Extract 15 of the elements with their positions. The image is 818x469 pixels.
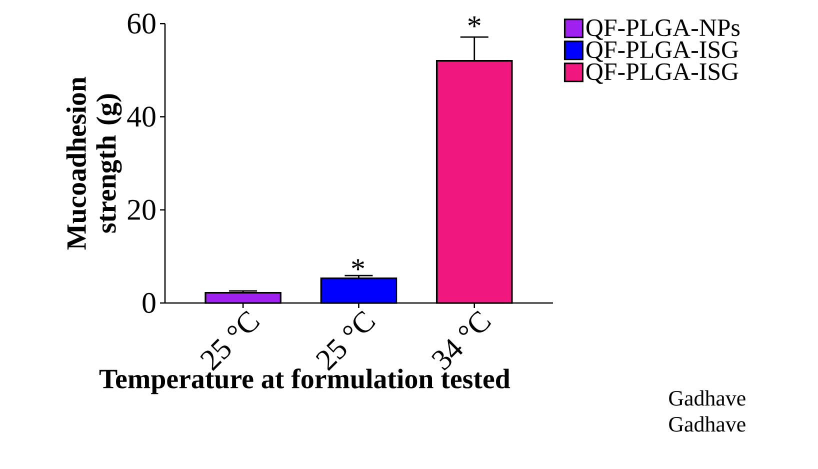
y-axis-title: Mucoadhesion strength (g) bbox=[66, 76, 122, 250]
x-axis-title: Temperature at formulation tested bbox=[99, 368, 510, 394]
text: Gadhave bbox=[669, 416, 746, 432]
annotation: * bbox=[468, 16, 480, 28]
legend-label: QF-PLGA-ISG bbox=[586, 63, 738, 84]
text: Gadhave bbox=[669, 390, 746, 406]
annotation: * bbox=[352, 259, 364, 270]
x-tick-label: 34 °C bbox=[432, 310, 492, 370]
y-tick-label: 0 bbox=[142, 292, 156, 314]
legend-label: QF-PLGA-ISG bbox=[586, 41, 738, 62]
y-tick-label: 20 bbox=[128, 200, 156, 220]
legend-label: QF-PLGA-NPs bbox=[586, 19, 740, 40]
y-tick-label: 60 bbox=[128, 14, 156, 34]
y-tick-label: 40 bbox=[127, 106, 156, 127]
x-tick-label: 25 °C bbox=[200, 310, 260, 371]
